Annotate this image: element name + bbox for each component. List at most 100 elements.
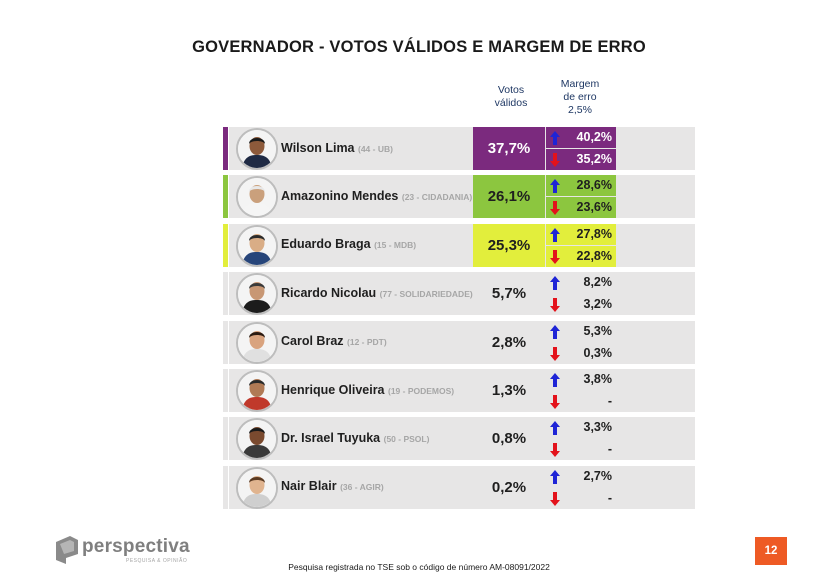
arrow-up-icon [550,179,560,194]
candidate-name: Wilson Lima [281,140,355,155]
candidate-name: Eduardo Braga [281,237,371,252]
margin-lower-cell: - [546,487,616,509]
margin-upper-value: 27,8% [576,226,612,241]
table-row: Henrique Oliveira (19 - PODEMOS) 1,3% 3,… [223,369,695,412]
arrow-up-icon [550,373,560,387]
margin-lower-value: - [607,394,612,408]
logo-wordmark: perspectiva [82,536,190,557]
margin-upper-cell: 3,3% [546,417,616,439]
candidate-cell: Nair Blair (36 - AGIR) [229,465,695,509]
table-row: Wilson Lima (44 - UB) 37,7% 40,2% 35,2% [223,127,695,170]
candidate-name: Ricardo Nicolau [281,285,377,300]
table-row: Eduardo Braga (15 - MDB) 25,3% 27,8% 22,… [223,223,695,267]
margin-upper-value: 5,3% [583,323,613,338]
candidate-party: (44 - UB) [358,143,393,154]
candidate-label: Henrique Oliveira (19 - PODEMOS) [281,369,473,412]
margin-header-line1: Margem [560,78,600,90]
candidate-label: Ricardo Nicolau (77 - SOLIDARIEDADE) [281,272,473,315]
candidate-cell: Eduardo Braga (15 - MDB) [229,223,695,267]
party-color-bar [223,320,228,364]
margin-upper-cell: 8,2% [546,272,616,294]
margin-upper-value: 28,6% [576,178,612,193]
party-color-bar [223,127,228,170]
margin-column-header: Margem de erro 2,5% [546,78,614,117]
margin-upper-cell: 40,2% [546,127,616,148]
margin-header-line3: 2,5% [568,104,592,116]
arrow-up-icon [550,469,560,484]
table-row: Dr. Israel Tuyuka (50 - PSOL) 0,8% 3,3% … [223,417,695,461]
candidate-cell: Amazonino Mendes (23 - CIDADANIA) [229,175,695,219]
arrow-up-icon [550,421,560,436]
margin-lower-cell: 23,6% [546,197,616,219]
margin-upper-cell: 3,8% [546,369,616,390]
candidate-party: (12 - PDT) [347,337,387,348]
person-avatar-icon [236,321,278,364]
candidate-label: Carol Braz (12 - PDT) [281,321,473,364]
person-avatar-icon [236,224,278,267]
margin-lower-value: - [607,490,612,505]
arrow-down-icon [550,491,560,506]
party-color-bar [223,223,228,267]
candidate-name: Carol Braz [281,334,344,349]
margin-lower-value: 23,6% [576,200,612,215]
footnote: Pesquisa registrada no TSE sob o código … [288,562,550,572]
arrow-down-icon [550,443,560,458]
party-color-bar [223,417,228,461]
person-avatar-icon [236,273,278,316]
margin-upper-value: 3,3% [583,420,613,435]
candidate-label: Eduardo Braga (15 - MDB) [281,224,473,267]
table-row: Amazonino Mendes (23 - CIDADANIA) 26,1% … [223,175,695,219]
person-avatar-icon [236,128,278,170]
margin-lower-cell: 3,2% [546,294,616,316]
arrow-down-icon [550,298,560,313]
candidate-cell: Henrique Oliveira (19 - PODEMOS) [229,369,695,412]
candidate-party: (23 - CIDADANIA) [401,191,473,202]
page-title: GOVERNADOR - VOTOS VÁLIDOS E MARGEM DE E… [192,38,646,56]
votes-header-line1: Votos [497,84,525,96]
margin-lower-cell: - [546,439,616,461]
margin-upper-value: 3,8% [583,372,613,386]
arrow-up-icon [550,131,560,145]
candidate-label: Wilson Lima (44 - UB) [281,127,473,170]
party-color-bar [223,465,228,509]
perspectiva-logo: perspectiva PESQUISA & OPINIÃO [56,536,196,566]
arrow-up-icon [550,227,560,242]
candidate-label: Dr. Israel Tuyuka (50 - PSOL) [281,417,473,460]
arrow-down-icon [550,395,560,409]
candidate-cell: Carol Braz (12 - PDT) [229,320,695,364]
candidate-name: Amazonino Mendes [281,188,399,203]
candidate-cell: Ricardo Nicolau (77 - SOLIDARIEDADE) [229,272,695,316]
valid-votes-value: 26,1% [473,175,545,219]
margin-lower-cell: 0,3% [546,342,616,364]
margin-lower-value: 35,2% [576,152,612,166]
person-avatar-icon [236,466,278,509]
table-row: Ricardo Nicolau (77 - SOLIDARIEDADE) 5,7… [223,272,695,316]
margin-header-line2: de erro [563,91,597,103]
candidate-cell: Wilson Lima (44 - UB) [229,127,695,170]
margin-lower-value: 3,2% [583,297,613,312]
candidate-name: Dr. Israel Tuyuka [281,430,381,445]
margin-upper-value: 8,2% [583,275,613,290]
margin-upper-cell: 5,3% [546,320,616,342]
arrow-down-icon [550,153,560,167]
margin-lower-cell: 22,8% [546,245,616,267]
valid-votes-value: 0,8% [473,417,545,461]
votes-header-line2: válidos [494,97,528,109]
margin-upper-cell: 2,7% [546,465,616,487]
candidate-name: Henrique Oliveira [281,382,385,397]
candidate-label: Amazonino Mendes (23 - CIDADANIA) [281,175,473,218]
table-row: Carol Braz (12 - PDT) 2,8% 5,3% 0,3% [223,320,695,364]
page-number-badge: 12 [755,537,787,565]
candidate-name: Nair Blair [281,479,337,494]
logo-tagline: PESQUISA & OPINIÃO [126,558,188,564]
margin-upper-value: 40,2% [576,130,612,144]
logo-mark-icon [56,536,78,564]
person-avatar-icon [236,370,278,412]
margin-lower-value: 0,3% [583,345,613,360]
arrow-down-icon [550,346,560,361]
table-row: Nair Blair (36 - AGIR) 0,2% 2,7% - [223,465,695,509]
margin-lower-cell: - [546,391,616,412]
candidate-party: (36 - AGIR) [340,482,384,493]
party-color-bar [223,175,228,219]
valid-votes-value: 37,7% [473,127,545,170]
